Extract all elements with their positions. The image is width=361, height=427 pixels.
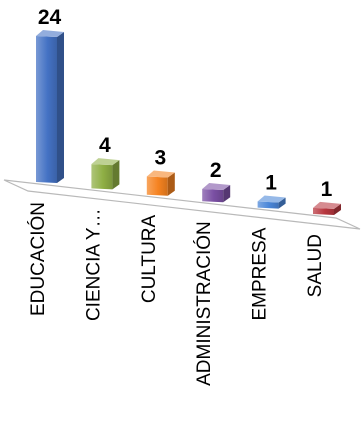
bar <box>257 195 286 209</box>
bar-top <box>202 183 231 191</box>
category-label: ADMINISTRACIÓN <box>193 221 215 386</box>
data-label: 1 <box>265 172 277 195</box>
bar-front <box>36 36 57 183</box>
data-label: 1 <box>321 178 333 201</box>
category-label: CULTURA <box>139 214 160 303</box>
bar-top <box>36 30 64 37</box>
bar-front <box>146 176 168 196</box>
data-label: 2 <box>210 159 222 182</box>
bar <box>146 170 175 196</box>
category-labels-group: EDUCACIÓN CIENCIA Y… CULTURA ADMINISTRACIÓN… <box>27 202 326 386</box>
bar <box>313 201 341 215</box>
bar-top <box>257 195 286 203</box>
category-label: CIENCIA Y… <box>83 208 104 321</box>
bar-top <box>313 201 341 209</box>
bar <box>202 183 231 203</box>
data-label: 24 <box>38 6 62 29</box>
bar-side <box>167 172 175 196</box>
bar <box>91 158 120 190</box>
category-label: EDUCACIÓN <box>27 202 49 316</box>
data-labels-group: 24 4 3 2 1 1 <box>38 6 333 201</box>
bar-top <box>91 158 120 166</box>
bar-front <box>313 207 334 215</box>
bar-front <box>202 189 224 203</box>
bar-side <box>278 197 286 209</box>
category-label: SALUD <box>305 234 326 297</box>
bars-group <box>36 30 341 215</box>
data-label: 4 <box>99 134 111 157</box>
bar-side <box>223 185 231 203</box>
bar <box>36 30 64 183</box>
data-label: 3 <box>154 147 166 170</box>
bar-top <box>146 170 175 178</box>
bar-side <box>334 203 341 215</box>
chart-floor <box>3 179 361 230</box>
category-label: EMPRESA <box>250 227 271 320</box>
bar-side <box>112 160 120 190</box>
bar-front <box>257 201 279 209</box>
bar-front <box>91 164 113 190</box>
bar-side <box>57 32 64 183</box>
